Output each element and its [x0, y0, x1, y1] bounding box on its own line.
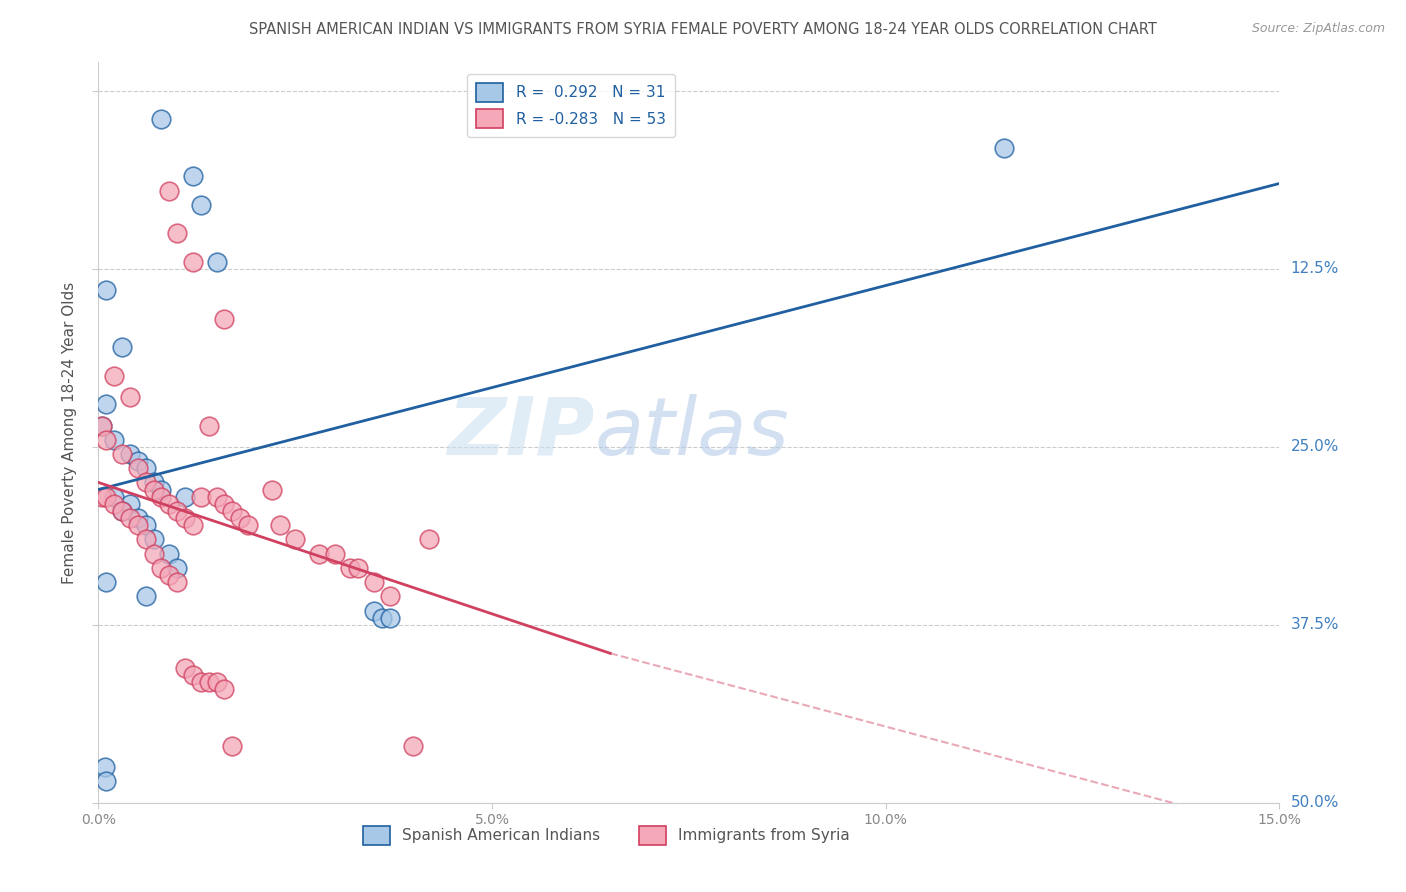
Text: ZIP: ZIP: [447, 393, 595, 472]
Point: [142, 547, 165, 561]
Point: [150, 483, 173, 497]
Point: [135, 475, 157, 490]
Point: [118, 511, 141, 525]
Point: [150, 490, 173, 504]
Point: [197, 418, 219, 433]
Text: 50.0%: 50.0%: [1291, 796, 1339, 810]
Point: [96, 575, 118, 590]
Point: [371, 610, 394, 624]
Point: [214, 311, 236, 326]
Point: [157, 547, 180, 561]
Point: [111, 504, 134, 518]
Point: [166, 575, 188, 590]
Point: [378, 590, 401, 604]
Point: [363, 575, 385, 590]
Point: [214, 497, 236, 511]
Point: [150, 561, 173, 575]
Point: [135, 461, 157, 475]
Point: [93, 760, 115, 774]
Point: [214, 681, 236, 696]
Point: [308, 547, 330, 561]
Point: [174, 660, 197, 674]
Point: [127, 454, 149, 468]
Point: [118, 390, 141, 404]
Point: [339, 561, 361, 575]
Point: [190, 198, 212, 212]
Point: [96, 433, 118, 447]
Point: [174, 511, 197, 525]
Point: [142, 533, 165, 547]
Point: [269, 518, 291, 533]
Point: [402, 739, 425, 753]
Point: [181, 667, 204, 681]
Point: [181, 518, 204, 533]
Point: [127, 518, 149, 533]
Text: atlas: atlas: [595, 393, 789, 472]
Point: [174, 490, 197, 504]
Point: [378, 610, 401, 624]
Point: [205, 254, 228, 268]
Point: [91, 490, 114, 504]
Point: [166, 504, 188, 518]
Point: [111, 504, 134, 518]
Point: [157, 184, 180, 198]
Point: [205, 674, 228, 689]
Point: [96, 397, 118, 411]
Point: [142, 475, 165, 490]
Point: [284, 533, 307, 547]
Point: [418, 533, 440, 547]
Point: [150, 112, 173, 127]
Point: [221, 739, 243, 753]
Text: SPANISH AMERICAN INDIAN VS IMMIGRANTS FROM SYRIA FEMALE POVERTY AMONG 18-24 YEAR: SPANISH AMERICAN INDIAN VS IMMIGRANTS FR…: [249, 22, 1157, 37]
Point: [181, 254, 204, 268]
Point: [157, 568, 180, 582]
Point: [363, 604, 385, 618]
Point: [157, 497, 180, 511]
Point: [127, 511, 149, 525]
Point: [181, 169, 204, 184]
Point: [221, 504, 243, 518]
Point: [347, 561, 370, 575]
Text: 25.0%: 25.0%: [1291, 440, 1339, 454]
Point: [135, 590, 157, 604]
Point: [135, 518, 157, 533]
Point: [103, 490, 125, 504]
Point: [91, 418, 114, 433]
Point: [111, 447, 134, 461]
Point: [103, 433, 125, 447]
Point: [91, 418, 114, 433]
Text: Source: ZipAtlas.com: Source: ZipAtlas.com: [1251, 22, 1385, 36]
Point: [135, 533, 157, 547]
Point: [205, 490, 228, 504]
Legend: Spanish American Indians, Immigrants from Syria: Spanish American Indians, Immigrants fro…: [356, 820, 856, 851]
Point: [96, 283, 118, 297]
Point: [190, 490, 212, 504]
Point: [323, 547, 346, 561]
Text: 12.5%: 12.5%: [1291, 261, 1339, 277]
Point: [190, 674, 212, 689]
Point: [96, 490, 118, 504]
Point: [993, 141, 1015, 155]
Point: [118, 497, 141, 511]
Point: [127, 461, 149, 475]
Point: [111, 340, 134, 354]
Point: [197, 674, 219, 689]
Text: 37.5%: 37.5%: [1291, 617, 1339, 632]
Point: [229, 511, 252, 525]
Point: [166, 227, 188, 241]
Point: [142, 483, 165, 497]
Point: [166, 561, 188, 575]
Point: [103, 497, 125, 511]
Point: [96, 774, 118, 789]
Point: [260, 483, 283, 497]
Point: [103, 368, 125, 383]
Y-axis label: Female Poverty Among 18-24 Year Olds: Female Poverty Among 18-24 Year Olds: [62, 282, 77, 583]
Point: [118, 447, 141, 461]
Point: [236, 518, 259, 533]
